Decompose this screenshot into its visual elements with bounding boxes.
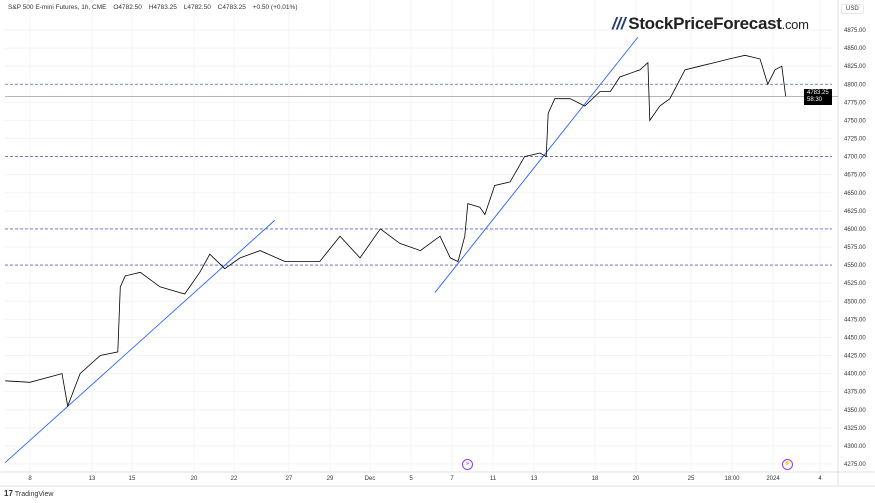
tradingview-logo: 17 TradingView bbox=[4, 489, 54, 498]
x-tick-label: 18 bbox=[592, 476, 599, 482]
y-tick-label: 4875.00 bbox=[844, 28, 866, 34]
trendline bbox=[4, 219, 276, 463]
x-tick-label: 8 bbox=[28, 476, 32, 482]
open-value: O4782.50 bbox=[113, 4, 142, 11]
symbol-title: S&P 500 E-mini Futures, 1h, CME bbox=[8, 4, 107, 11]
y-tick-label: 4825.00 bbox=[844, 64, 866, 70]
y-tick-label: 4350.00 bbox=[844, 408, 866, 414]
y-tick-label: 4475.00 bbox=[844, 317, 866, 323]
y-tick-label: 4700.00 bbox=[844, 155, 866, 161]
current-price-label: 4783.25 58:30 bbox=[804, 89, 832, 105]
price-series-line bbox=[5, 54, 787, 408]
y-tick-label: 4750.00 bbox=[844, 118, 866, 124]
y-tick-label: 4675.00 bbox=[844, 173, 866, 179]
low-value: L4782.50 bbox=[183, 4, 211, 11]
currency-button[interactable]: USD bbox=[841, 4, 864, 14]
x-tick-label: 5 bbox=[409, 476, 413, 482]
y-tick-label: 4625.00 bbox=[844, 209, 866, 215]
y-tick-label: 4650.00 bbox=[844, 191, 866, 197]
x-tick-label: 13 bbox=[531, 476, 538, 482]
y-tick-label: 4325.00 bbox=[844, 426, 866, 432]
y-tick-label: 4775.00 bbox=[844, 100, 866, 106]
x-tick-label: 18:00 bbox=[724, 476, 740, 482]
x-tick-label: 22 bbox=[231, 476, 238, 482]
x-tick-label: 27 bbox=[286, 476, 293, 482]
y-tick-label: 4400.00 bbox=[844, 372, 866, 378]
close-value: C4783.25 bbox=[217, 4, 246, 11]
x-tick-label: 2024 bbox=[766, 476, 780, 482]
x-tick-label: 20 bbox=[191, 476, 198, 482]
x-tick-label: 20 bbox=[633, 476, 640, 482]
y-tick-label: 4425.00 bbox=[844, 354, 866, 360]
trendline bbox=[434, 36, 639, 293]
dividend-arrow-icon[interactable]: » bbox=[462, 459, 473, 470]
x-tick-label: Dec bbox=[365, 476, 376, 482]
x-tick-label: 29 bbox=[327, 476, 334, 482]
y-tick-label: 4450.00 bbox=[844, 335, 866, 341]
x-tick-label: 15 bbox=[129, 476, 136, 482]
tradingview-icon: 17 bbox=[4, 489, 13, 498]
change-value: +0.50 (+0.01%) bbox=[252, 4, 298, 11]
lightning-icon[interactable]: ⚡ bbox=[782, 459, 793, 470]
x-tick-label: 11 bbox=[490, 476, 497, 482]
logo: ///StockPriceForecast.com bbox=[612, 14, 809, 33]
y-tick-label: 4600.00 bbox=[844, 227, 866, 233]
y-tick-label: 4725.00 bbox=[844, 137, 866, 143]
x-tick-label: 25 bbox=[688, 476, 695, 482]
x-tick-label: 4 bbox=[818, 476, 822, 482]
y-tick-label: 4575.00 bbox=[844, 245, 866, 251]
y-tick-label: 4275.00 bbox=[844, 462, 866, 468]
y-tick-label: 4500.00 bbox=[844, 299, 866, 305]
y-tick-label: 4800.00 bbox=[844, 82, 866, 88]
logo-bars-icon: /// bbox=[612, 14, 626, 33]
symbol-header: S&P 500 E-mini Futures, 1h, CME O4782.50… bbox=[8, 4, 302, 11]
x-tick-label: 13 bbox=[89, 476, 96, 482]
y-tick-label: 4375.00 bbox=[844, 390, 866, 396]
y-tick-label: 4300.00 bbox=[844, 444, 866, 450]
y-tick-label: 4850.00 bbox=[844, 46, 866, 52]
x-tick-label: 7 bbox=[450, 476, 454, 482]
y-tick-label: 4525.00 bbox=[844, 281, 866, 287]
high-value: H4783.25 bbox=[148, 4, 177, 11]
y-tick-label: 4550.00 bbox=[844, 263, 866, 269]
